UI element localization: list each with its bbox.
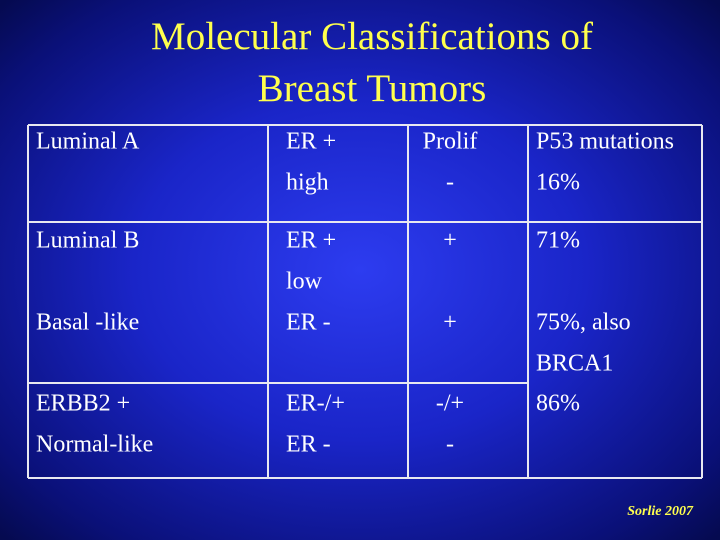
cell-text: ERBB2 +	[36, 391, 130, 417]
cell-text: high	[286, 170, 329, 196]
cell-text: Luminal B	[36, 228, 139, 254]
cell-text: ER -	[286, 432, 331, 458]
title-line: Breast Tumors	[258, 67, 487, 110]
cell-text: Normal-like	[36, 432, 153, 458]
cell-text: 86%	[536, 391, 580, 417]
cell-text: -	[446, 170, 454, 196]
cell-text: ER -	[286, 310, 331, 336]
cell-text: low	[286, 269, 323, 295]
cell-text: Luminal A	[36, 129, 140, 155]
cell-text: -/+	[436, 391, 464, 417]
title-line: Molecular Classifications of	[151, 15, 593, 58]
cell-text: ER-/+	[286, 391, 345, 417]
cell-text: 75%, also	[536, 310, 631, 336]
cell-text: ER +	[286, 129, 336, 155]
cell-text: 71%	[536, 228, 580, 254]
cell-text: +	[443, 228, 457, 254]
cell-text: Prolif	[423, 129, 478, 155]
cell-text: Basal -like	[36, 310, 139, 336]
cell-text: P53 mutations	[536, 129, 674, 155]
cell-text: ER +	[286, 228, 336, 254]
cell-text: BRCA1	[536, 351, 613, 377]
cell-text: +	[443, 310, 457, 336]
table-grid	[27, 124, 703, 479]
cell-text: 16%	[536, 170, 580, 196]
footer-credit: Sorlie 2007	[627, 504, 694, 519]
cell-text: -	[446, 432, 454, 458]
